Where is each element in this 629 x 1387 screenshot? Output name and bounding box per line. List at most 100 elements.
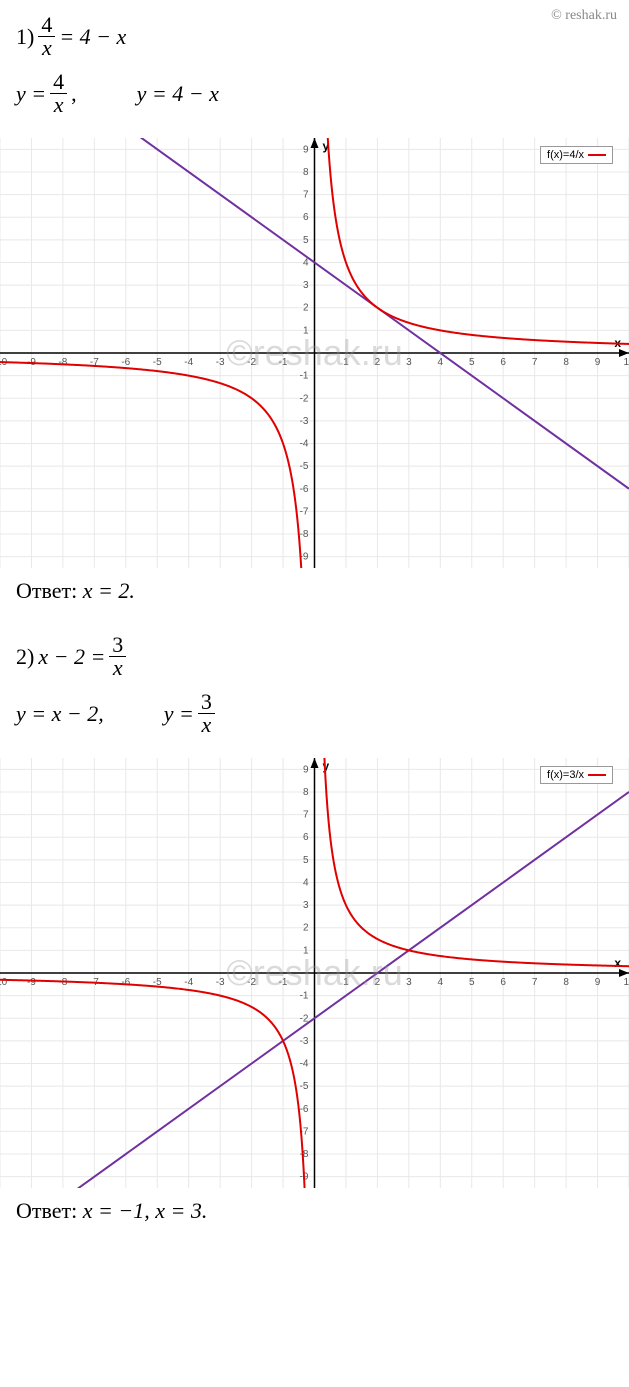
svg-text:1: 1: [303, 945, 309, 956]
svg-text:2: 2: [303, 303, 309, 314]
y1-prefix: y =: [16, 81, 46, 107]
svg-text:-2: -2: [247, 357, 256, 368]
legend-text: f(x)=4/x: [547, 149, 584, 161]
svg-text:-9: -9: [27, 977, 36, 988]
chart-2-svg: -10-9-8-7-6-5-4-3-2-112345678910-9-8-7-6…: [0, 758, 629, 1188]
answer-value: x = 2.: [83, 578, 135, 603]
frac-den: x: [39, 37, 55, 59]
problem-2-rhs-frac: 3 x: [109, 634, 126, 679]
svg-text:6: 6: [303, 212, 309, 223]
svg-text:-6: -6: [121, 357, 130, 368]
chart-1-legend: f(x)=4/x: [540, 146, 613, 164]
svg-text:-5: -5: [300, 1081, 309, 1092]
problem-1-equation: 1) 4 x = 4 − x: [16, 14, 613, 59]
problem-2-y2: y = 3 x: [164, 691, 215, 736]
svg-text:5: 5: [469, 357, 475, 368]
chart-1-svg: -10-9-8-7-6-5-4-3-2-112345678910-9-8-7-6…: [0, 138, 629, 568]
svg-text:-8: -8: [300, 529, 309, 540]
svg-text:-6: -6: [300, 484, 309, 495]
svg-text:1: 1: [303, 325, 309, 336]
svg-text:7: 7: [303, 810, 309, 821]
svg-text:2: 2: [375, 977, 381, 988]
problem-1-label: 1): [16, 24, 34, 50]
svg-text:9: 9: [303, 764, 309, 775]
problem-2-functions: y = x − 2, y = 3 x: [16, 685, 613, 742]
svg-text:7: 7: [532, 977, 538, 988]
frac-den: x: [51, 94, 67, 116]
svg-text:-2: -2: [300, 393, 309, 404]
svg-text:-8: -8: [300, 1149, 309, 1160]
problem-1-functions: y = 4 x , y = 4 − x: [16, 65, 613, 122]
answer-value: x = −1, x = 3.: [83, 1198, 208, 1223]
svg-text:4: 4: [438, 357, 444, 368]
svg-text:2: 2: [303, 923, 309, 934]
svg-text:4: 4: [303, 257, 309, 268]
svg-text:-6: -6: [121, 977, 130, 988]
svg-text:-3: -3: [216, 977, 225, 988]
svg-text:5: 5: [303, 855, 309, 866]
legend-text: f(x)=3/x: [547, 769, 584, 781]
svg-text:8: 8: [303, 167, 309, 178]
frac-den: x: [110, 657, 126, 679]
svg-text:5: 5: [469, 977, 475, 988]
svg-text:-3: -3: [300, 1036, 309, 1047]
svg-text:-1: -1: [300, 991, 309, 1002]
svg-text:4: 4: [303, 877, 309, 888]
copyright-text: © reshak.ru: [551, 8, 617, 24]
svg-text:6: 6: [303, 832, 309, 843]
svg-text:-4: -4: [300, 439, 309, 450]
y1-suffix: ,: [71, 81, 77, 107]
svg-text:8: 8: [303, 787, 309, 798]
frac-den: x: [198, 714, 214, 736]
svg-text:6: 6: [500, 977, 506, 988]
y2-prefix: y =: [164, 701, 194, 727]
svg-text:-1: -1: [279, 977, 288, 988]
svg-text:-4: -4: [184, 357, 193, 368]
frac-num: 4: [38, 14, 55, 37]
chart-2: -10-9-8-7-6-5-4-3-2-112345678910-9-8-7-6…: [0, 758, 629, 1188]
svg-text:-10: -10: [0, 977, 8, 988]
problem-2: 2) x − 2 = 3 x y = x − 2, y = 3 x: [0, 620, 629, 750]
chart-1: -10-9-8-7-6-5-4-3-2-112345678910-9-8-7-6…: [0, 138, 629, 568]
svg-text:4: 4: [438, 977, 444, 988]
problem-2-label: 2): [16, 644, 34, 670]
frac-num: 4: [50, 71, 67, 94]
chart-2-legend: f(x)=3/x: [540, 766, 613, 784]
svg-text:1: 1: [343, 977, 349, 988]
answer-label: Ответ:: [16, 1198, 77, 1223]
svg-text:3: 3: [303, 280, 309, 291]
svg-text:-6: -6: [300, 1104, 309, 1115]
legend-line-icon: [588, 154, 606, 156]
svg-text:5: 5: [303, 235, 309, 246]
svg-text:-3: -3: [300, 416, 309, 427]
svg-text:-1: -1: [279, 357, 288, 368]
svg-text:9: 9: [595, 977, 601, 988]
svg-text:-5: -5: [153, 357, 162, 368]
svg-text:-8: -8: [58, 357, 67, 368]
problem-1: 1) 4 x = 4 − x y = 4 x , y = 4 − x: [0, 0, 629, 130]
problem-1-answer: Ответ: x = 2.: [16, 578, 613, 604]
problem-1-y1: y = 4 x ,: [16, 71, 77, 116]
svg-text:8: 8: [563, 357, 569, 368]
svg-text:1: 1: [343, 357, 349, 368]
legend-line-icon: [588, 774, 606, 776]
frac-num: 3: [109, 634, 126, 657]
svg-text:-5: -5: [300, 461, 309, 472]
svg-text:-3: -3: [216, 357, 225, 368]
svg-text:3: 3: [303, 900, 309, 911]
problem-1-rhs: = 4 − x: [59, 24, 126, 50]
svg-text:-7: -7: [300, 506, 309, 517]
svg-text:x: x: [614, 956, 621, 970]
svg-text:6: 6: [500, 357, 506, 368]
svg-text:3: 3: [406, 357, 412, 368]
svg-text:7: 7: [303, 190, 309, 201]
svg-text:8: 8: [563, 977, 569, 988]
problem-2-equation: 2) x − 2 = 3 x: [16, 634, 613, 679]
problem-2-y1: y = x − 2,: [16, 701, 104, 727]
svg-text:-2: -2: [247, 977, 256, 988]
problem-1-y2: y = 4 − x: [137, 81, 219, 107]
problem-2-answer: Ответ: x = −1, x = 3.: [16, 1198, 613, 1224]
answer-label: Ответ:: [16, 578, 77, 603]
svg-text:-4: -4: [300, 1059, 309, 1070]
svg-text:9: 9: [595, 357, 601, 368]
